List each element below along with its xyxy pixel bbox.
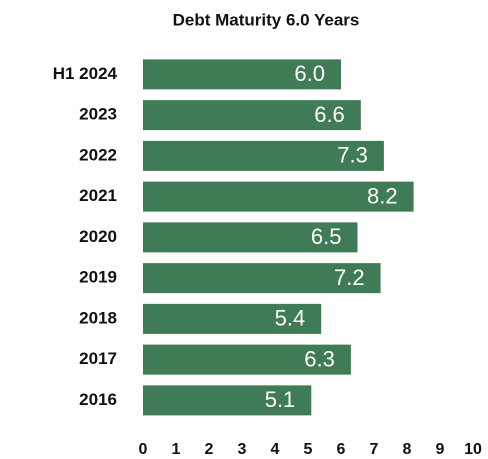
bar <box>143 181 414 212</box>
bar <box>143 59 341 90</box>
x-tick-label: 4 <box>271 441 280 458</box>
x-tick-label: 3 <box>238 441 247 458</box>
bar <box>143 140 384 171</box>
bar <box>143 222 358 253</box>
value-label: 7.2 <box>334 265 365 290</box>
y-tick-label: 2023 <box>79 105 117 124</box>
y-tick-label: 2021 <box>79 186 117 205</box>
value-label: 5.4 <box>275 306 306 331</box>
x-tick-label: 2 <box>205 441 214 458</box>
y-tick-label: H1 2024 <box>53 64 118 83</box>
bar <box>143 303 322 334</box>
bar <box>143 385 312 416</box>
y-tick-label: 2020 <box>79 227 117 246</box>
value-label: 6.5 <box>311 224 342 249</box>
x-tick-label: 7 <box>370 441 379 458</box>
value-label: 6.6 <box>314 102 345 127</box>
x-tick-label: 6 <box>337 441 346 458</box>
x-tick-label: 8 <box>403 441 412 458</box>
y-tick-label: 2018 <box>79 308 117 327</box>
x-tick-label: 0 <box>139 441 148 458</box>
chart-title: Debt Maturity 6.0 Years <box>173 10 360 29</box>
value-label: 6.0 <box>294 61 325 86</box>
bar <box>143 100 361 131</box>
value-label: 6.3 <box>304 346 335 371</box>
y-tick-label: 2019 <box>79 268 117 287</box>
x-tick-label: 9 <box>436 441 445 458</box>
value-label: 7.3 <box>337 143 368 168</box>
y-tick-label: 2016 <box>79 390 117 409</box>
y-tick-label: 2017 <box>79 349 117 368</box>
y-tick-label: 2022 <box>79 145 117 164</box>
x-tick-label: 5 <box>304 441 313 458</box>
bar <box>143 344 351 375</box>
bar <box>143 263 381 294</box>
value-label: 8.2 <box>367 183 398 208</box>
x-tick-label: 10 <box>464 441 482 458</box>
x-tick-label: 1 <box>172 441 181 458</box>
value-label: 5.1 <box>265 387 296 412</box>
